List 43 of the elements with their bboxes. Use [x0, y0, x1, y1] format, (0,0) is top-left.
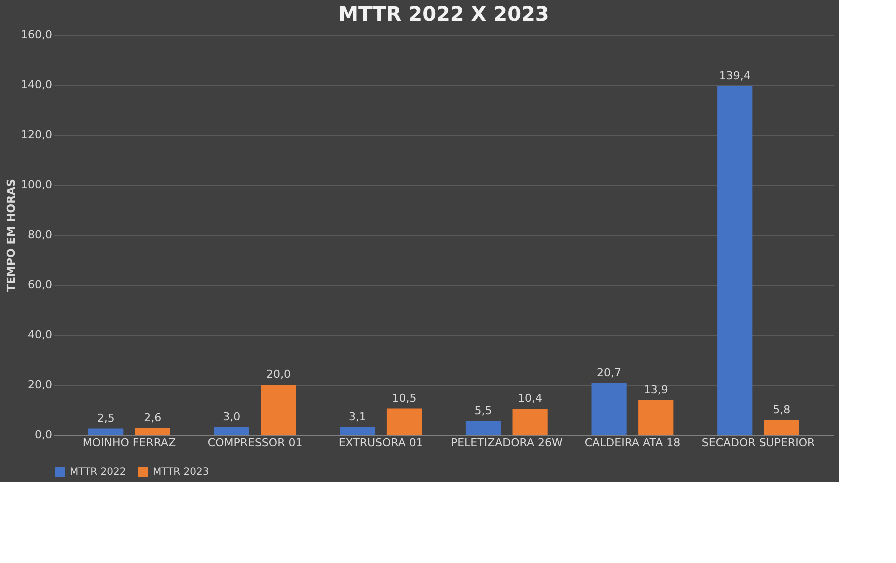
data-label: 139,4 — [719, 70, 751, 82]
data-label: 5,5 — [474, 404, 492, 418]
bar — [718, 86, 753, 435]
x-tick-label: EXTRUSORA 01 — [338, 436, 424, 450]
data-label: 2,6 — [144, 412, 162, 424]
y-tick-label: 120,0 — [21, 128, 52, 142]
y-tick-label: 100,0 — [21, 178, 52, 192]
legend-label: MTTR 2022 — [70, 467, 126, 478]
x-tick-label: CALDEIRA ATA 18 — [584, 436, 681, 450]
bar — [592, 383, 627, 435]
data-label: 3,0 — [223, 410, 241, 424]
bar — [466, 421, 502, 435]
bar — [135, 428, 170, 435]
bar — [261, 385, 296, 435]
data-label: 20,0 — [266, 368, 291, 381]
bar — [340, 427, 376, 435]
data-label: 3,1 — [348, 410, 366, 424]
data-label: 5,8 — [773, 404, 791, 416]
bar — [512, 409, 548, 435]
y-tick-label: 160,0 — [21, 28, 52, 42]
y-tick-label: 0,0 — [35, 428, 52, 442]
x-tick-label: SECADOR SUPERIOR — [702, 436, 816, 450]
data-label: 10,5 — [392, 392, 417, 405]
data-label: 20,7 — [597, 366, 622, 380]
data-label: 10,4 — [518, 392, 543, 405]
x-tick-label: MOINHO FERRAZ — [82, 436, 177, 450]
y-tick-label: 60,0 — [28, 278, 52, 292]
bar — [88, 428, 124, 435]
chart-title: MTTR 2022 X 2023 — [338, 2, 550, 26]
y-axis-title: TEMPO EM HORAS — [5, 178, 18, 292]
legend-label: MTTR 2023 — [153, 467, 210, 478]
bar — [764, 420, 800, 435]
y-tick-label: 80,0 — [28, 228, 52, 242]
y-tick-label: 140,0 — [21, 78, 52, 92]
data-label: 13,9 — [644, 383, 668, 396]
x-tick-label: PELETIZADORA 26W — [450, 436, 563, 450]
data-label: 2,5 — [97, 412, 115, 425]
bar — [214, 428, 250, 435]
x-tick-label: COMPRESSOR 01 — [208, 436, 303, 450]
bar — [386, 408, 422, 435]
y-tick-label: 20,0 — [28, 378, 52, 392]
bar — [638, 400, 674, 435]
y-tick-label: 40,0 — [28, 328, 52, 342]
